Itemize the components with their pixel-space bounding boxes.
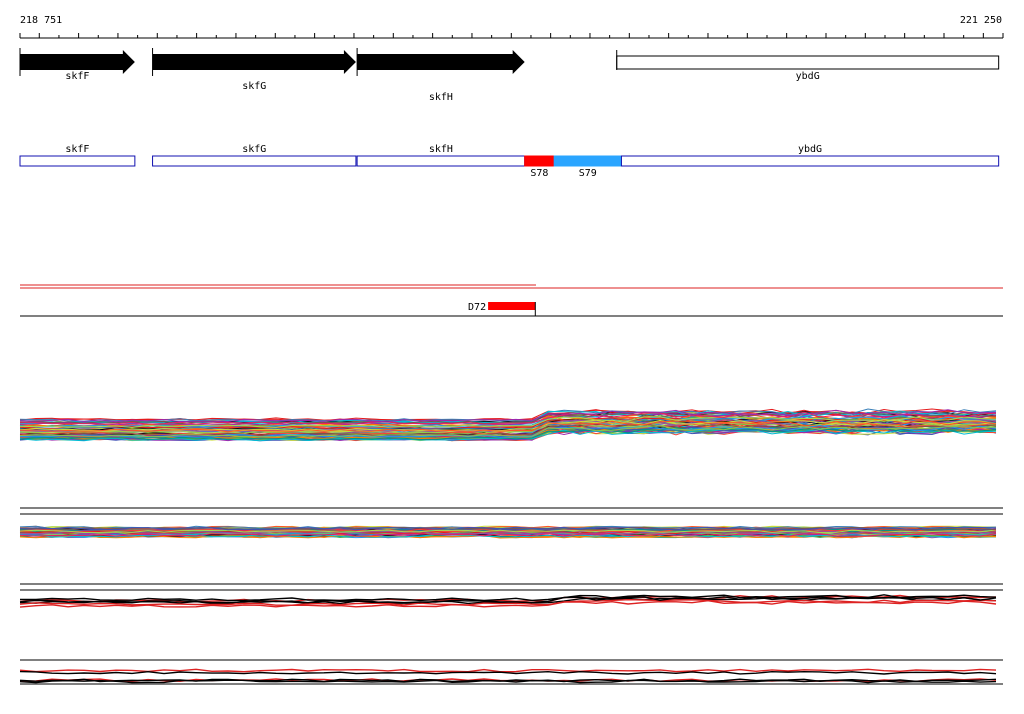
segment-box <box>152 155 357 167</box>
profile-trace <box>19 526 997 531</box>
profile-trace <box>19 668 997 673</box>
segment-box <box>356 155 526 167</box>
profile-trace <box>19 529 997 534</box>
profile-tracks <box>19 408 1003 685</box>
segment-label: skfG <box>242 144 266 155</box>
profile-trace <box>19 599 997 608</box>
profile-trace <box>19 594 997 603</box>
profile-trace <box>19 530 997 535</box>
deletion-label: D72 <box>468 302 486 313</box>
segment-label: skfH <box>429 144 453 155</box>
profile-trace <box>19 594 997 602</box>
end-coordinate: 221 250 <box>960 15 1002 26</box>
profile-trace <box>19 596 997 604</box>
gene-label: skfG <box>242 81 266 92</box>
profile-trace <box>19 411 997 425</box>
profile-trace <box>19 424 997 438</box>
gene-track: skfF skfG skfH ybdG <box>19 48 1000 103</box>
gene-arrow <box>152 50 356 74</box>
profile-separators <box>20 507 1003 685</box>
segment-box <box>553 155 622 167</box>
profile-trace <box>19 427 997 441</box>
profile-trace <box>19 598 997 606</box>
segment-label: ybdG <box>798 144 822 155</box>
segment-track: skfF skfG skfH S78 S79 ybdG <box>19 144 1000 179</box>
segment-box <box>620 155 1000 167</box>
deletion-track: D72 <box>20 302 1003 317</box>
gene-label: ybdG <box>796 71 820 82</box>
gene-label: skfF <box>65 71 89 82</box>
profile-trace <box>19 409 997 423</box>
profile-trace <box>19 411 997 425</box>
gene-box <box>616 55 1000 70</box>
segment-label: S79 <box>579 168 597 179</box>
profile-trace <box>19 535 997 539</box>
segment-label: S78 <box>530 168 548 179</box>
profile-trace <box>19 416 997 429</box>
coordinate-ruler <box>19 33 1004 39</box>
coverage-track <box>20 284 1003 289</box>
segment-box <box>19 155 136 167</box>
gene-label: skfH <box>429 92 453 103</box>
gene-arrow <box>20 50 135 74</box>
deletion-box <box>488 302 536 310</box>
profile-trace <box>19 533 997 537</box>
profile-trace <box>19 679 997 684</box>
segment-label: skfF <box>65 144 89 155</box>
start-coordinate: 218 751 <box>20 15 62 26</box>
profile-trace <box>19 420 997 433</box>
segment-box <box>524 155 555 167</box>
profile-trace <box>19 670 997 675</box>
gene-arrow <box>357 50 525 74</box>
